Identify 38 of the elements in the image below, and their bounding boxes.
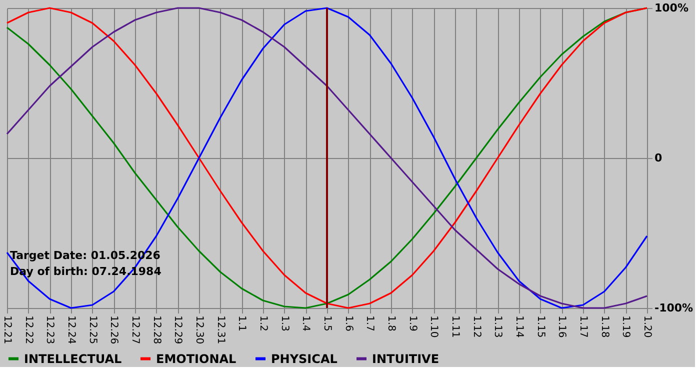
x-tick-label: 12.23 bbox=[44, 316, 56, 344]
x-tick-label: 1.4 bbox=[300, 316, 312, 332]
x-tick-label: 1.9 bbox=[406, 316, 418, 332]
legend-label: INTUITIVE bbox=[372, 352, 440, 366]
x-tick-label: 1.6 bbox=[342, 316, 354, 332]
x-tick-label: 12.27 bbox=[130, 316, 140, 344]
x-tick-label: 12.28 bbox=[150, 316, 162, 344]
x-tick-label: 1.12 bbox=[470, 316, 482, 338]
x-tick-label: 12.25 bbox=[86, 316, 98, 344]
x-tick-label: 12.24 bbox=[66, 316, 76, 344]
x-tick-label: 1.7 bbox=[364, 316, 376, 332]
x-tick-label: 1.11 bbox=[450, 316, 460, 338]
x-tick-label: 1.8 bbox=[386, 316, 396, 332]
x-tick-label: 1.18 bbox=[598, 316, 610, 338]
y-tick-label: 100% bbox=[654, 2, 688, 14]
x-tick-label: 12.21 bbox=[2, 316, 12, 344]
x-tick-label: 1.13 bbox=[492, 316, 504, 338]
x-tick-label: 12.26 bbox=[108, 316, 120, 344]
x-tick-label: 1.2 bbox=[258, 316, 268, 332]
x-tick-label: 1.17 bbox=[578, 316, 588, 338]
y-tick-label: -100% bbox=[654, 302, 694, 314]
x-tick-label: 1.20 bbox=[642, 316, 652, 338]
legend-label: EMOTIONAL bbox=[156, 352, 237, 366]
x-tick-label: 1.14 bbox=[514, 316, 524, 338]
x-tick-label: 1.5 bbox=[322, 316, 332, 332]
legend-label: INTELLECTUAL bbox=[24, 352, 122, 366]
x-tick-label: 12.29 bbox=[172, 316, 184, 344]
legend-label: PHYSICAL bbox=[271, 352, 338, 366]
x-tick-label: 1.19 bbox=[620, 316, 632, 338]
x-tick-label: 1.10 bbox=[428, 316, 440, 338]
x-tick-label: 1.3 bbox=[278, 316, 290, 332]
x-tick-label: 1.15 bbox=[534, 316, 546, 338]
x-tick-label: 12.30 bbox=[194, 316, 204, 344]
x-tick-label: 1.1 bbox=[236, 316, 248, 332]
x-tick-label: 12.22 bbox=[22, 316, 34, 344]
x-tick-label: 12.31 bbox=[214, 316, 226, 344]
x-tick-label: 1.16 bbox=[556, 316, 568, 338]
y-tick-label: 0 bbox=[654, 152, 662, 164]
